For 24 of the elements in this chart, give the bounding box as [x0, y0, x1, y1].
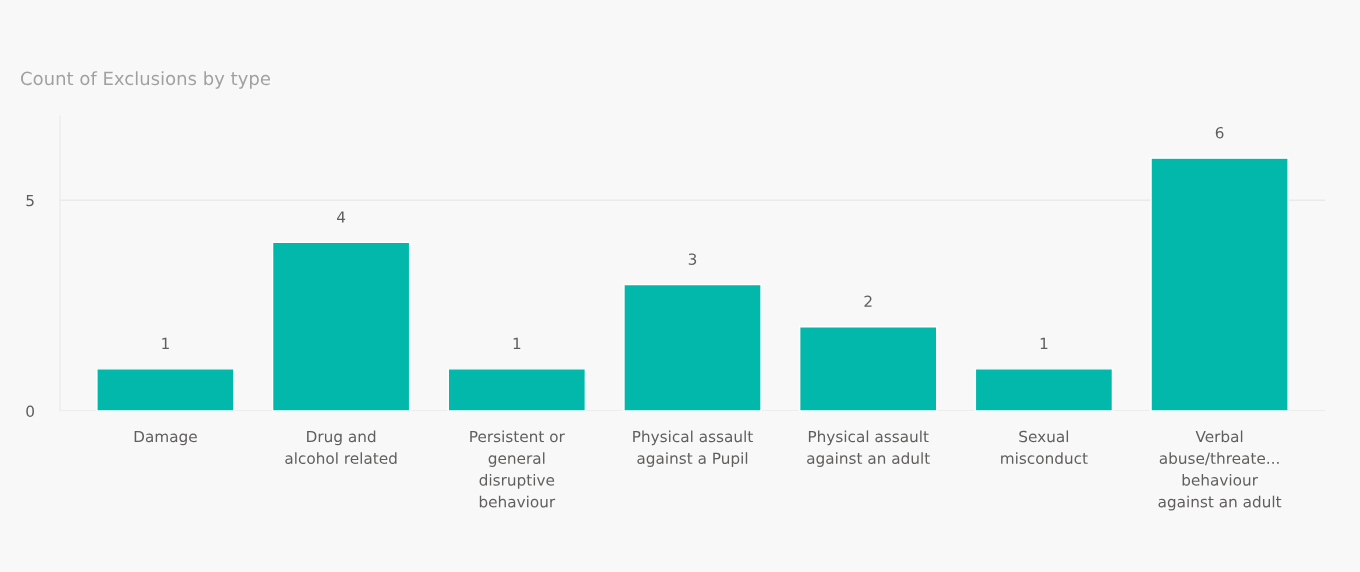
data-label: 4	[337, 211, 346, 223]
data-label: 1	[1040, 337, 1048, 350]
data-label: 3	[688, 253, 697, 265]
y-tick-label: 0	[26, 405, 34, 418]
x-tick-label: Physical assault against a Pupil	[633, 430, 753, 467]
chart-title: Count of Exclusions by type	[21, 71, 270, 89]
data-label: 2	[864, 295, 872, 307]
x-tick-label: Verbal abuse/threate... behaviour against an adult	[1158, 430, 1282, 511]
x-tick-label: Persistent or general disruptive behaviour	[470, 430, 565, 508]
data-label: 1	[162, 337, 169, 350]
bar	[447, 368, 587, 411]
x-tick-label: Sexual misconduct	[1001, 430, 1088, 465]
bar	[974, 368, 1114, 411]
y-tick-label: 5	[26, 194, 34, 207]
bar	[271, 241, 411, 411]
bar	[1150, 157, 1289, 411]
x-tick-label: Damage	[134, 430, 197, 446]
data-label: 1	[513, 337, 521, 350]
bar	[96, 368, 235, 411]
bar	[798, 326, 938, 411]
x-tick-label: Physical assault against an adult	[807, 430, 930, 467]
bar	[623, 283, 762, 411]
x-tick-label: Drug and alcohol related	[285, 430, 397, 465]
data-label: 6	[1215, 126, 1224, 139]
